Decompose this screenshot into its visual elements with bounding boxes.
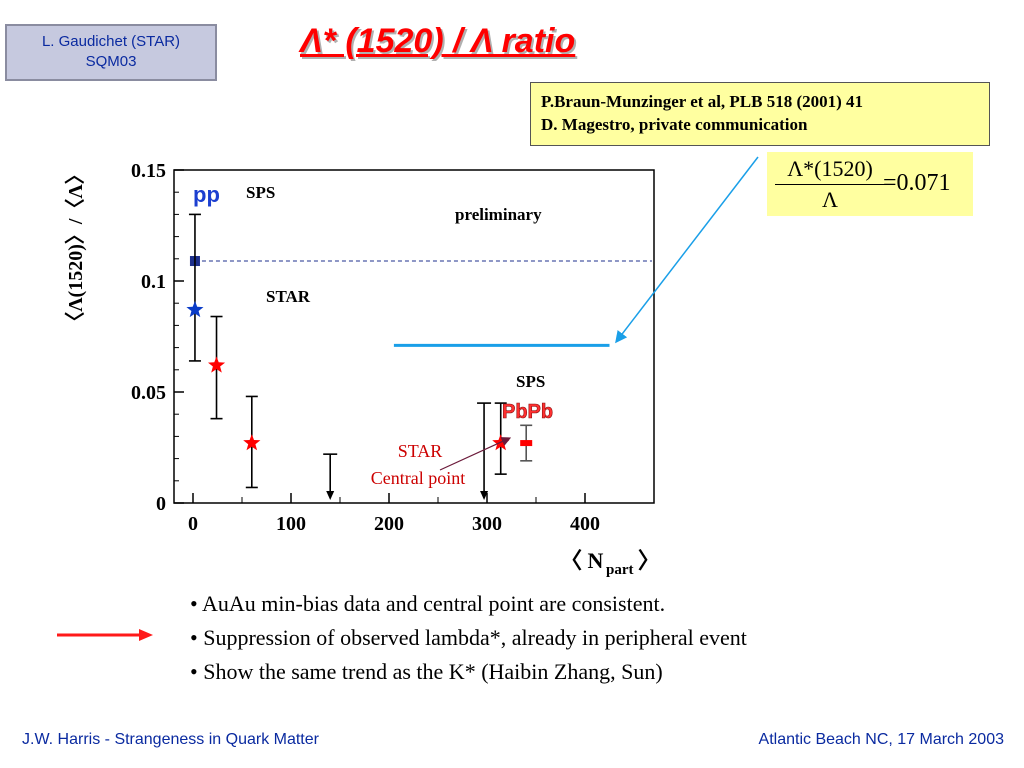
star-central-label: STAR (398, 441, 443, 461)
slide-title: Λ* (1520) / Λ ratio (300, 22, 576, 60)
y-tick-label: 0.05 (131, 382, 166, 404)
y-tick-label: 0.15 (131, 160, 166, 182)
auau-star-point (208, 356, 226, 373)
bullet-item: • Show the same trend as the K* (Haibin … (190, 659, 663, 684)
preliminary-label: preliminary (455, 205, 542, 224)
formula-box: Λ*(1520) Λ =0.071 (767, 152, 973, 216)
formula-denominator: Λ (822, 187, 838, 212)
pbpb-label: PbPb (502, 401, 553, 423)
auau-star-point (243, 434, 261, 451)
reference-line-1: P.Braun-Munzinger et al, PLB 518 (2001) … (541, 92, 864, 111)
upper-limit-arrowhead (326, 491, 335, 500)
footer-left: J.W. Harris - Strangeness in Quark Matte… (22, 731, 319, 748)
reference-line-2: D. Magestro, private communication (541, 115, 808, 134)
x-axis-label-close: 〉 (638, 548, 660, 573)
x-tick-label: 300 (472, 513, 502, 535)
x-axis-label-sub: part (606, 562, 634, 578)
plot-frame (173, 169, 655, 504)
x-axis-label: 〈 N (560, 548, 604, 573)
pp-star-point (186, 300, 204, 318)
red-arrow-icon (57, 629, 153, 641)
formula-pointer-arrow (615, 156, 759, 344)
x-tick-label: 100 (276, 513, 306, 535)
ratio-chart: 0 0.05 0.1 0.15 0 100 200 300 400 〈Λ(1520)〉/〈Λ〉〈… (64, 156, 759, 578)
formula-numerator: Λ*(1520) (775, 156, 885, 185)
star-central-label: Central point (371, 468, 465, 488)
y-axis-label: 〈Λ(1520)〉/〈Λ〉 (64, 164, 87, 332)
x-tick-label: 400 (570, 513, 600, 535)
bullet-item: • Suppression of observed lambda*, alrea… (190, 625, 747, 650)
pp-label: pp (193, 182, 220, 207)
x-tick-label: 200 (374, 513, 404, 535)
pbpb-sps-square-point (520, 440, 533, 447)
footer-right: Atlantic Beach NC, 17 March 2003 (758, 731, 1004, 748)
x-tick-label: 0 (188, 513, 198, 535)
conference-tag: SQM03 (85, 53, 137, 70)
sps-top-label: SPS (246, 183, 275, 202)
y-tick-label: 0 (156, 493, 166, 515)
central-point-arrow (439, 437, 512, 471)
sps-mid-label: SPS (516, 372, 545, 391)
star-label: STAR (266, 287, 311, 306)
author-name: L. Gaudichet (STAR) (41, 33, 181, 50)
y-tick-label: 0.1 (141, 271, 166, 293)
bullet-item: • AuAu min-bias data and central point a… (190, 591, 666, 616)
reference-box: P.Braun-Munzinger et al, PLB 518 (2001) … (530, 82, 990, 146)
upper-limit-arrowhead (480, 491, 489, 500)
formula-value: =0.071 (883, 170, 951, 196)
author-box: L. Gaudichet (STAR) SQM03 (5, 24, 217, 81)
bullet-list: • AuAu min-bias data and central point a… (190, 587, 747, 689)
formula-fraction: Λ*(1520) Λ (775, 156, 885, 213)
